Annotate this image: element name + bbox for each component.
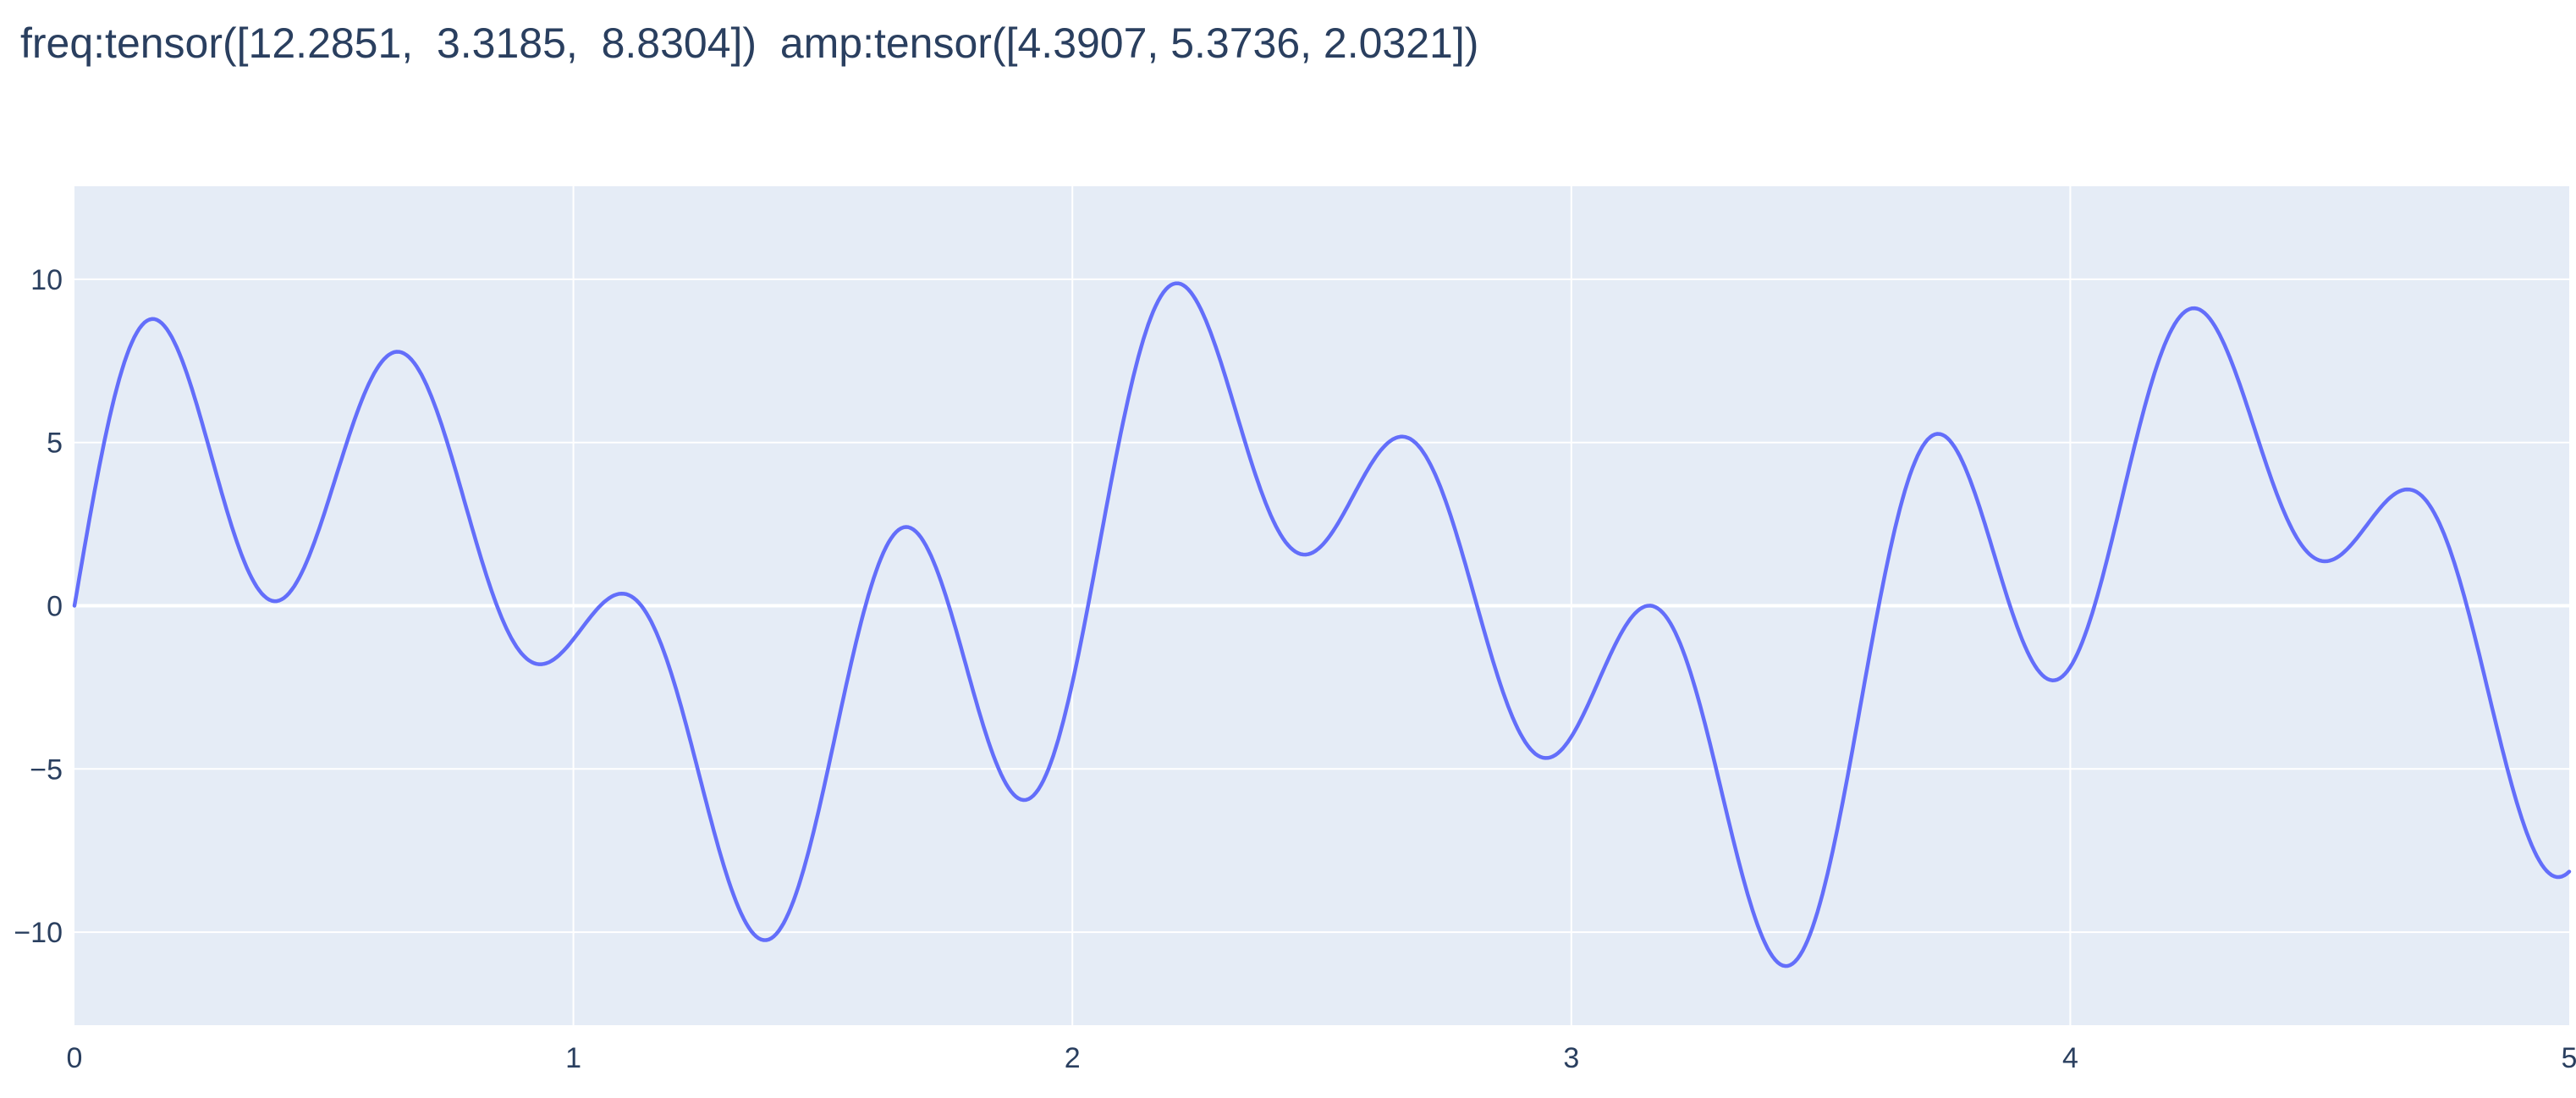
y-tick-label: 5 <box>47 428 63 460</box>
x-tick-label: 1 <box>565 1042 581 1074</box>
y-tick-label: 0 <box>47 591 63 623</box>
y-tick-label: −10 <box>14 917 63 949</box>
tick-label-layer: 0 1 2 3 4 5 −10 −5 0 5 10 <box>14 264 2576 1074</box>
chart-title: freq:tensor([12.2851, 3.3185, 8.8304]) a… <box>20 19 1479 67</box>
x-tick-label: 5 <box>2562 1042 2576 1074</box>
series-line <box>72 281 2572 968</box>
y-tick-label: 10 <box>30 264 63 296</box>
x-tick-label: 0 <box>67 1042 83 1074</box>
x-tick-label: 2 <box>1065 1042 1081 1074</box>
x-tick-label: 3 <box>1563 1042 1579 1074</box>
data-layer <box>72 281 2572 968</box>
x-tick-label: 4 <box>2062 1042 2078 1074</box>
y-tick-label: −5 <box>30 753 63 786</box>
grid-layer <box>74 186 2569 1025</box>
